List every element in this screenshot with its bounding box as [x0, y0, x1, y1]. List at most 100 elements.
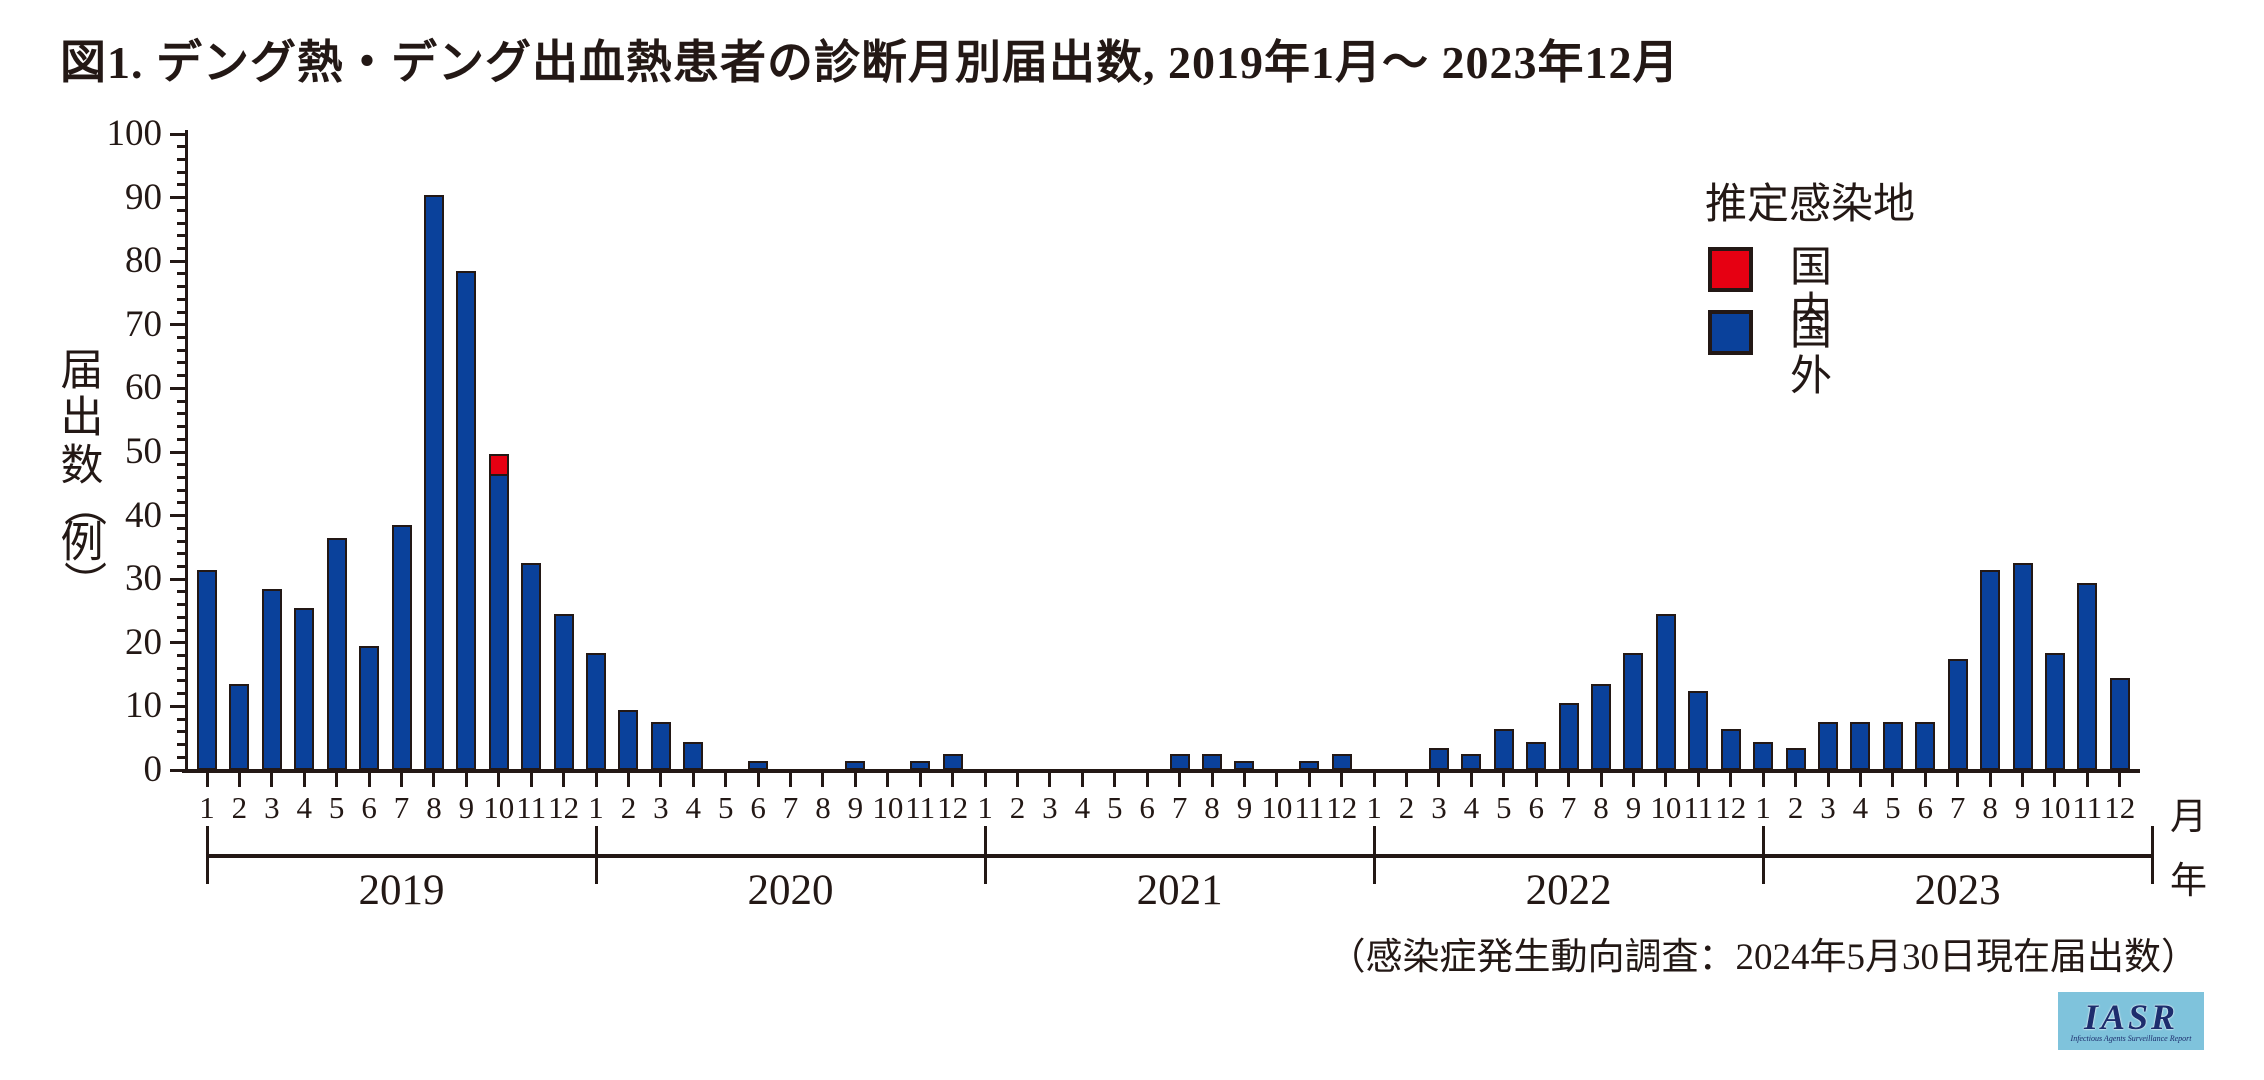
bar-imported-2023-12 [2109, 678, 2130, 770]
year-divider [594, 826, 598, 884]
month-label-2020-9: 9 [847, 790, 864, 825]
month-tick [205, 772, 209, 787]
year-divider [205, 826, 209, 884]
month-tick [853, 772, 857, 787]
y-tick-label: 90 [125, 176, 162, 218]
y-tick-minor [177, 310, 186, 314]
y-tick-minor [177, 679, 186, 683]
bar-imported-2020-2 [618, 710, 639, 770]
month-label-2020-11: 11 [905, 790, 936, 825]
y-tick-label: 60 [125, 367, 162, 409]
month-label-2021-3: 3 [1042, 790, 1058, 825]
bar-imported-2023-6 [1915, 722, 1936, 770]
iasr-logo-subtext: Infectious Agents Surveillance Report [2070, 1033, 2192, 1043]
iasr-logo-text: IASR [2083, 996, 2179, 1037]
y-tick-major [170, 704, 186, 708]
bar-imported-2019-12 [553, 614, 574, 770]
month-tick [691, 772, 695, 787]
month-tick [1307, 772, 1311, 787]
year-divider [983, 826, 987, 884]
bar-imported-2021-12 [1331, 754, 1352, 770]
month-tick [1016, 772, 1019, 787]
month-tick [756, 772, 760, 787]
month-label-2023-3: 3 [1820, 790, 1836, 825]
month-tick [2021, 772, 2025, 787]
month-label-2023-12: 12 [2104, 790, 2136, 825]
month-label-2023-9: 9 [2014, 790, 2031, 825]
y-tick-major [170, 259, 186, 263]
month-tick [1858, 772, 1862, 787]
bar-imported-2019-3 [261, 589, 282, 770]
year-unit-label: 年 [2170, 861, 2207, 902]
month-tick [1275, 772, 1279, 787]
month-tick [367, 772, 371, 787]
bar-imported-2022-3 [1428, 748, 1449, 770]
month-label-2022-10: 10 [1650, 790, 1682, 825]
bar-imported-2021-9 [1234, 761, 1255, 770]
month-tick [1988, 772, 1992, 787]
y-tick-minor [177, 348, 186, 352]
month-label-2021-12: 12 [1326, 790, 1358, 825]
y-tick-minor [177, 285, 186, 289]
y-tick-label: 10 [125, 685, 162, 727]
y-tick-label: 80 [125, 240, 162, 282]
y-tick-label: 70 [125, 303, 162, 345]
month-label-2023-4: 4 [1852, 790, 1869, 825]
bar-imported-2020-1 [586, 653, 607, 770]
bar-imported-2023-11 [2077, 583, 2098, 770]
month-tick [400, 772, 404, 787]
x-axis-line [182, 769, 2140, 773]
month-label-2020-6: 6 [750, 790, 766, 825]
y-tick-major [170, 641, 186, 645]
month-tick [1631, 772, 1635, 787]
month-label-2021-10: 10 [1261, 790, 1293, 825]
bar-imported-2020-9 [845, 761, 866, 770]
bar-imported-2022-9 [1623, 653, 1644, 770]
bar-imported-2023-1 [1753, 742, 1774, 770]
month-label-2021-5: 5 [1107, 790, 1123, 825]
month-tick [1080, 772, 1084, 787]
legend-label-imported: 国外 [1790, 308, 1833, 400]
month-tick [1145, 772, 1149, 787]
year-axis-line [207, 854, 2153, 858]
month-tick [789, 772, 793, 787]
bar-imported-2019-8 [423, 195, 444, 770]
bar-domestic-2019-10 [488, 454, 509, 476]
bar-imported-2021-11 [1299, 761, 1320, 770]
month-label-2022-3: 3 [1431, 790, 1447, 825]
month-label-2020-1: 1 [588, 790, 604, 825]
y-tick-minor [177, 208, 186, 212]
month-label-2019-3: 3 [264, 790, 280, 825]
bar-imported-2019-10 [488, 474, 509, 770]
month-label-2023-5: 5 [1885, 790, 1901, 825]
month-tick [1178, 772, 1182, 787]
bar-imported-2019-4 [294, 608, 315, 770]
year-label-2020: 2020 [747, 867, 834, 914]
y-tick-minor [177, 399, 186, 403]
month-label-2019-4: 4 [296, 790, 313, 825]
month-tick [2085, 772, 2089, 787]
bar-imported-2023-10 [2044, 653, 2065, 770]
y-tick-minor [177, 221, 186, 225]
month-label-2021-1: 1 [977, 790, 993, 825]
month-tick [1794, 772, 1798, 787]
y-tick-minor [177, 145, 186, 149]
year-label-2021: 2021 [1136, 867, 1223, 914]
month-tick [1340, 772, 1344, 787]
year-divider [2150, 826, 2154, 884]
month-label-2020-5: 5 [717, 790, 734, 825]
month-label-2021-2: 2 [1009, 790, 1026, 825]
month-tick [1242, 772, 1246, 787]
month-tick [1826, 772, 1830, 787]
month-label-2022-2: 2 [1398, 790, 1415, 825]
month-label-2023-2: 2 [1787, 790, 1804, 825]
y-tick-minor [177, 412, 186, 416]
bar-imported-2022-10 [1655, 614, 1676, 770]
month-tick [529, 772, 533, 787]
bar-imported-2019-9 [456, 271, 477, 770]
y-tick-minor [177, 692, 186, 696]
month-label-2023-7: 7 [1949, 790, 1966, 825]
month-label-2020-7: 7 [782, 790, 799, 825]
bar-imported-2022-12 [1720, 729, 1741, 770]
